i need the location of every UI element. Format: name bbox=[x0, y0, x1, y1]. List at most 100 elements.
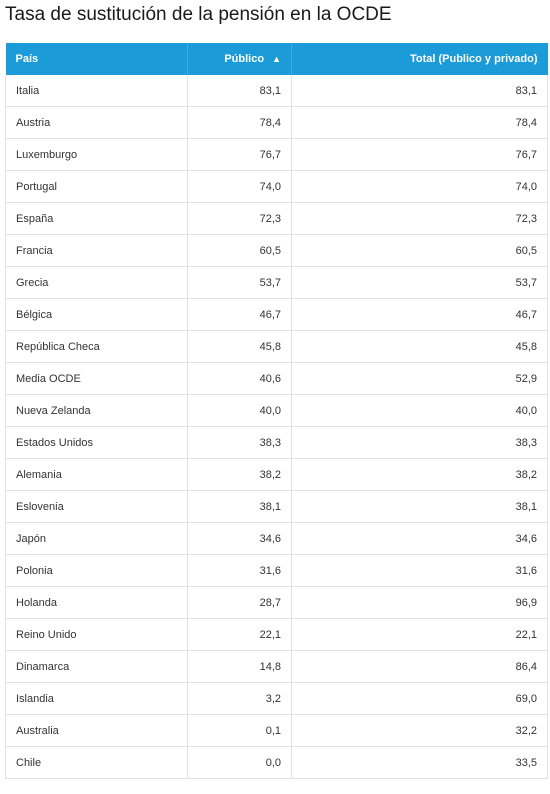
column-header-label: Público bbox=[224, 53, 265, 65]
table-row: Dinamarca 14,8 86,4 bbox=[5, 650, 548, 683]
country-cell: Luxemburgo bbox=[5, 138, 188, 171]
public-rate-cell: 38,2 bbox=[187, 458, 292, 491]
total-rate-cell: 45,8 bbox=[291, 330, 548, 363]
country-cell: Austria bbox=[5, 106, 188, 139]
table-row: Islandia 3,2 69,0 bbox=[5, 682, 548, 715]
public-rate-cell: 34,6 bbox=[187, 522, 292, 555]
country-cell: Polonia bbox=[5, 554, 188, 587]
column-header-publico[interactable]: Público ▲ bbox=[187, 43, 292, 75]
total-rate-cell: 34,6 bbox=[291, 522, 548, 555]
total-rate-cell: 52,9 bbox=[291, 362, 548, 395]
table-body: Italia 83,1 83,1 Austria 78,4 78,4 Luxemburgo 7… bbox=[5, 75, 548, 779]
table-row: Estados Unidos 38,3 38,3 bbox=[5, 426, 548, 459]
public-rate-cell: 0,0 bbox=[187, 746, 292, 779]
country-cell: República Checa bbox=[5, 330, 188, 363]
table-row: Portugal 74,0 74,0 bbox=[5, 170, 548, 203]
table-row: República Checa 45,8 45,8 bbox=[5, 330, 548, 363]
total-rate-cell: 83,1 bbox=[291, 75, 548, 107]
total-rate-cell: 78,4 bbox=[291, 106, 548, 139]
column-header-label: Total (Publico y privado) bbox=[409, 53, 538, 65]
table-row: Eslovenia 38,1 38,1 bbox=[5, 490, 548, 523]
country-cell: Francia bbox=[5, 234, 188, 267]
table-row: Polonia 31,6 31,6 bbox=[5, 554, 548, 587]
country-cell: Islandia bbox=[5, 682, 188, 715]
public-rate-cell: 38,1 bbox=[187, 490, 292, 523]
public-rate-cell: 60,5 bbox=[187, 234, 292, 267]
public-rate-cell: 14,8 bbox=[187, 650, 292, 683]
country-cell: Eslovenia bbox=[5, 490, 188, 523]
public-rate-cell: 45,8 bbox=[187, 330, 292, 363]
country-cell: España bbox=[5, 202, 188, 235]
pension-table-container: País Público ▲ Total (Publico y privado) … bbox=[5, 43, 548, 779]
table-row: Luxemburgo 76,7 76,7 bbox=[5, 138, 548, 171]
country-cell: Alemania bbox=[5, 458, 188, 491]
country-cell: Australia bbox=[5, 714, 188, 747]
country-cell: Reino Unido bbox=[5, 618, 188, 651]
table-row: Japón 34,6 34,6 bbox=[5, 522, 548, 555]
table-row: Australia 0,1 32,2 bbox=[5, 714, 548, 747]
total-rate-cell: 22,1 bbox=[291, 618, 548, 651]
table-row: Francia 60,5 60,5 bbox=[5, 234, 548, 267]
table-row: Media OCDE 40,6 52,9 bbox=[5, 362, 548, 395]
total-rate-cell: 46,7 bbox=[291, 298, 548, 331]
public-rate-cell: 38,3 bbox=[187, 426, 292, 459]
total-rate-cell: 96,9 bbox=[291, 586, 548, 619]
table-row: Reino Unido 22,1 22,1 bbox=[5, 618, 548, 651]
country-cell: Bélgica bbox=[5, 298, 188, 331]
public-rate-cell: 0,1 bbox=[187, 714, 292, 747]
country-cell: Media OCDE bbox=[5, 362, 188, 395]
country-cell: Estados Unidos bbox=[5, 426, 188, 459]
table-row: Alemania 38,2 38,2 bbox=[5, 458, 548, 491]
total-rate-cell: 40,0 bbox=[291, 394, 548, 427]
public-rate-cell: 40,6 bbox=[187, 362, 292, 395]
public-rate-cell: 76,7 bbox=[187, 138, 292, 171]
page-title: Tasa de sustitución de la pensión en la … bbox=[5, 4, 392, 25]
sort-ascending-icon: ▲ bbox=[272, 54, 281, 64]
total-rate-cell: 60,5 bbox=[291, 234, 548, 267]
table-row: Bélgica 46,7 46,7 bbox=[5, 298, 548, 331]
column-header-pais[interactable]: País bbox=[5, 43, 188, 75]
public-rate-cell: 74,0 bbox=[187, 170, 292, 203]
public-rate-cell: 78,4 bbox=[187, 106, 292, 139]
country-cell: Holanda bbox=[5, 586, 188, 619]
table-row: Holanda 28,7 96,9 bbox=[5, 586, 548, 619]
total-rate-cell: 76,7 bbox=[291, 138, 548, 171]
table-row: Italia 83,1 83,1 bbox=[5, 75, 548, 107]
total-rate-cell: 38,3 bbox=[291, 426, 548, 459]
public-rate-cell: 53,7 bbox=[187, 266, 292, 299]
total-rate-cell: 86,4 bbox=[291, 650, 548, 683]
country-cell: Nueva Zelanda bbox=[5, 394, 188, 427]
table-row: Grecia 53,7 53,7 bbox=[5, 266, 548, 299]
public-rate-cell: 46,7 bbox=[187, 298, 292, 331]
total-rate-cell: 53,7 bbox=[291, 266, 548, 299]
country-cell: Chile bbox=[5, 746, 188, 779]
total-rate-cell: 69,0 bbox=[291, 682, 548, 715]
total-rate-cell: 33,5 bbox=[291, 746, 548, 779]
table-row: Nueva Zelanda 40,0 40,0 bbox=[5, 394, 548, 427]
pension-table: País Público ▲ Total (Publico y privado) … bbox=[5, 43, 548, 779]
total-rate-cell: 38,1 bbox=[291, 490, 548, 523]
total-rate-cell: 38,2 bbox=[291, 458, 548, 491]
country-cell: Italia bbox=[5, 75, 188, 107]
public-rate-cell: 83,1 bbox=[187, 75, 292, 107]
table-header-row: País Público ▲ Total (Publico y privado) bbox=[5, 43, 548, 75]
public-rate-cell: 3,2 bbox=[187, 682, 292, 715]
table-row: Chile 0,0 33,5 bbox=[5, 746, 548, 779]
public-rate-cell: 40,0 bbox=[187, 394, 292, 427]
total-rate-cell: 31,6 bbox=[291, 554, 548, 587]
country-cell: Japón bbox=[5, 522, 188, 555]
table-row: España 72,3 72,3 bbox=[5, 202, 548, 235]
public-rate-cell: 22,1 bbox=[187, 618, 292, 651]
total-rate-cell: 72,3 bbox=[291, 202, 548, 235]
public-rate-cell: 31,6 bbox=[187, 554, 292, 587]
public-rate-cell: 28,7 bbox=[187, 586, 292, 619]
table-row: Austria 78,4 78,4 bbox=[5, 106, 548, 139]
country-cell: Grecia bbox=[5, 266, 188, 299]
country-cell: Dinamarca bbox=[5, 650, 188, 683]
total-rate-cell: 32,2 bbox=[291, 714, 548, 747]
public-rate-cell: 72,3 bbox=[187, 202, 292, 235]
column-header-label: País bbox=[15, 53, 39, 65]
country-cell: Portugal bbox=[5, 170, 188, 203]
total-rate-cell: 74,0 bbox=[291, 170, 548, 203]
column-header-total[interactable]: Total (Publico y privado) bbox=[291, 43, 548, 75]
